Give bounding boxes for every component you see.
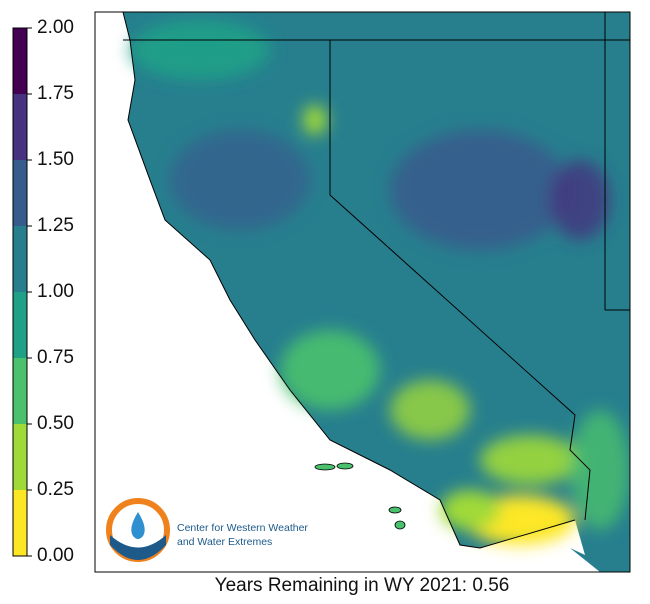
colorbar: 0.00 0.25 0.50 0.75 1.00 1.25 1.50 1.75 2.00 <box>12 17 74 566</box>
logo-line: Center for Western Weather <box>177 522 308 534</box>
tick-label: 1.50 <box>37 149 74 170</box>
color-swatch <box>13 28 27 94</box>
map <box>122 12 630 572</box>
color-swatch <box>13 160 27 226</box>
tick-label: 1.25 <box>37 215 74 236</box>
map-frame <box>94 11 631 573</box>
color-swatch <box>13 424 27 490</box>
color-swatch <box>13 490 27 556</box>
tick-label: 0.25 <box>37 479 74 500</box>
color-swatch <box>13 94 27 160</box>
tick-label: 1.00 <box>37 281 74 302</box>
state-borders <box>122 12 630 549</box>
shading <box>130 20 630 545</box>
islands <box>314 462 406 530</box>
color-swatch <box>13 292 27 358</box>
tick-label: 0.00 <box>37 545 74 566</box>
tick-label: 2.00 <box>37 17 74 38</box>
color-swatch <box>13 226 27 292</box>
logo: Center for Western Weather and Water Ext… <box>106 498 308 562</box>
tick-label: 0.50 <box>37 413 74 434</box>
land <box>123 12 630 572</box>
caption: Years Remaining in WY 2021: 0.56 <box>215 575 510 596</box>
logo-line: and Water Extremes <box>177 536 272 548</box>
tick-label: 1.75 <box>37 83 74 104</box>
color-swatch <box>13 358 27 424</box>
tick-label: 0.75 <box>37 347 74 368</box>
